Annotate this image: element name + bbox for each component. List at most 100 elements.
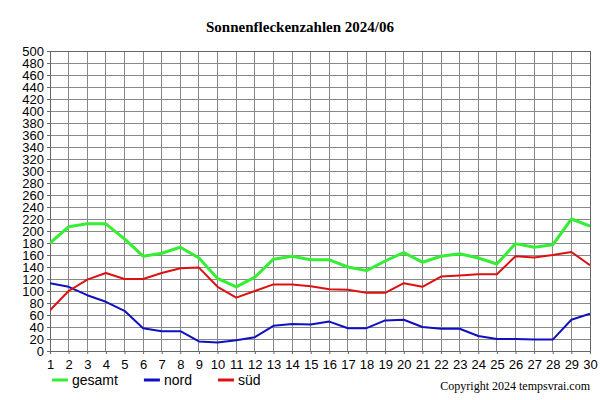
x-tick-mark: [348, 351, 349, 354]
x-tick: 19: [378, 351, 392, 372]
x-tick-label: 19: [378, 357, 392, 372]
grid-line: [292, 51, 293, 351]
x-tick: 22: [434, 351, 448, 372]
grid-line: [571, 51, 572, 351]
y-tick-mark: [47, 195, 50, 196]
x-tick-mark: [478, 351, 479, 354]
plot-frame: [50, 51, 590, 351]
x-tick-mark: [441, 351, 442, 354]
y-tick-mark: [47, 51, 50, 52]
grid-line: [441, 51, 442, 351]
grid-line: [50, 159, 590, 160]
grid-line: [143, 51, 144, 351]
y-tick-mark: [47, 219, 50, 220]
grid-line: [236, 51, 237, 351]
grid-line: [496, 51, 497, 351]
grid-line: [254, 51, 255, 351]
x-tick-label: 2: [66, 357, 73, 372]
y-tick-mark: [47, 231, 50, 232]
legend-label: süd: [238, 372, 261, 388]
y-tick-mark: [47, 291, 50, 292]
grid-line: [217, 51, 218, 351]
grid-line: [552, 51, 553, 351]
x-tick: 3: [84, 351, 91, 372]
x-tick-mark: [571, 351, 572, 354]
series-line: [50, 283, 590, 342]
y-tick-mark: [47, 147, 50, 148]
grid-line: [403, 51, 404, 351]
x-tick-mark: [124, 351, 125, 354]
x-tick-label: 18: [360, 357, 374, 372]
x-tick: 26: [509, 351, 523, 372]
lines: [50, 219, 590, 343]
x-tick: 28: [546, 351, 560, 372]
legend-label: nord: [164, 372, 192, 388]
grid-line: [50, 135, 590, 136]
x-tick-mark: [590, 351, 591, 354]
x-tick: 2: [66, 351, 73, 372]
grid-line: [50, 195, 590, 196]
grid-line: [198, 51, 199, 351]
x-tick: 7: [159, 351, 166, 372]
y-tick-mark: [47, 111, 50, 112]
x-tick-label: 6: [140, 357, 147, 372]
y-tick-mark: [47, 279, 50, 280]
grid-line: [50, 147, 590, 148]
x-tick: 16: [323, 351, 337, 372]
x-tick-label: 27: [527, 357, 541, 372]
grid-line: [161, 51, 162, 351]
y-tick-mark: [47, 315, 50, 316]
legend-swatch: [144, 379, 160, 382]
x-axis: 1234567891011121314151617181920212223242…: [47, 351, 598, 372]
x-tick-label: 16: [323, 357, 337, 372]
x-tick-label: 4: [103, 357, 110, 372]
x-tick-mark: [87, 351, 88, 354]
x-tick-mark: [199, 351, 200, 354]
series-line: [50, 252, 590, 310]
x-tick-label: 14: [285, 357, 299, 372]
x-tick-label: 21: [416, 357, 430, 372]
x-tick-label: 20: [397, 357, 411, 372]
y-tick-mark: [47, 339, 50, 340]
x-tick-label: 22: [434, 357, 448, 372]
legend-swatch: [218, 379, 234, 382]
x-tick: 23: [453, 351, 467, 372]
y-axis: 0204060801001201401601802002202402602803…: [22, 44, 50, 359]
grid-line: [68, 51, 69, 351]
x-tick: 24: [472, 351, 486, 372]
y-tick-mark: [47, 135, 50, 136]
x-tick-label: 29: [565, 357, 579, 372]
grid-line: [478, 51, 479, 351]
x-tick-mark: [534, 351, 535, 354]
grid-line: [50, 231, 590, 232]
y-tick-mark: [47, 75, 50, 76]
x-tick-label: 12: [248, 357, 262, 372]
y-tick-mark: [47, 183, 50, 184]
x-tick-label: 17: [341, 357, 355, 372]
x-tick: 8: [177, 351, 184, 372]
copyright: Copyright 2024 tempsvrai.com: [440, 379, 590, 393]
legend-swatch: [52, 379, 68, 382]
grid-line: [50, 171, 590, 172]
grid-line: [180, 51, 181, 351]
y-tick-mark: [47, 255, 50, 256]
x-tick: 12: [248, 351, 262, 372]
grid-line: [50, 99, 590, 100]
x-tick: 30: [583, 351, 597, 372]
x-tick-label: 26: [509, 357, 523, 372]
grid-line: [534, 51, 535, 351]
x-tick-mark: [180, 351, 181, 354]
x-tick-label: 23: [453, 357, 467, 372]
x-tick: 29: [565, 351, 579, 372]
x-tick-mark: [329, 351, 330, 354]
y-tick-mark: [47, 123, 50, 124]
x-tick: 11: [230, 351, 244, 372]
grid-line: [50, 291, 590, 292]
grid-line: [366, 51, 367, 351]
grid-line: [50, 327, 590, 328]
grid-line: [50, 267, 590, 268]
grid-line: [50, 87, 590, 88]
x-tick: 13: [267, 351, 281, 372]
x-tick-label: 3: [84, 357, 91, 372]
x-tick-mark: [516, 351, 517, 354]
